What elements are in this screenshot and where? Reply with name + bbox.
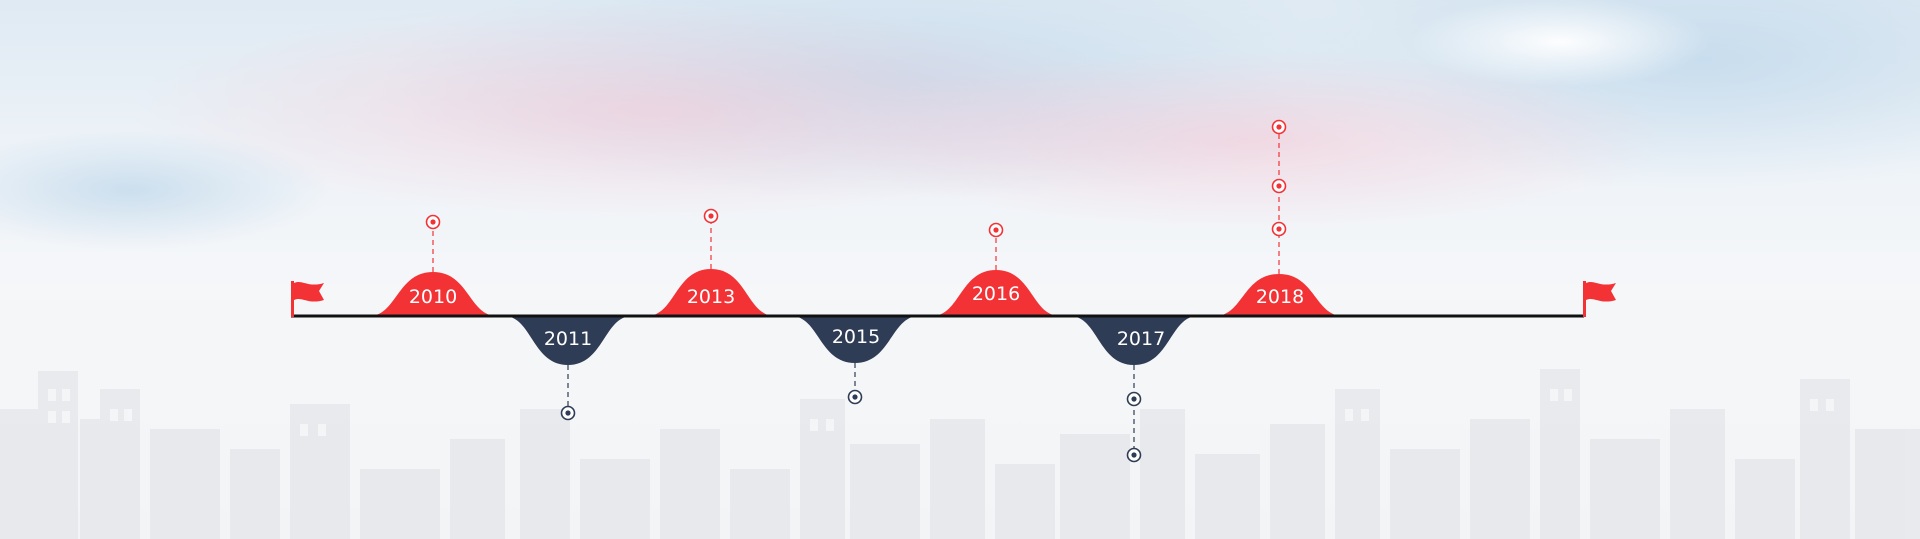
milestone-pin-dot xyxy=(1131,452,1137,458)
milestone-year-2015: 2015 xyxy=(831,326,881,348)
milestone-year-2017: 2017 xyxy=(1116,328,1166,350)
milestone-year-2010: 2010 xyxy=(408,286,458,308)
milestone-year-2018: 2018 xyxy=(1255,286,1305,308)
milestone-pin-dot xyxy=(708,213,714,219)
milestone-wave-2016 xyxy=(932,270,1060,316)
milestone-wave-2015 xyxy=(791,316,919,363)
milestone-pin-dot xyxy=(852,394,858,400)
milestone-pin-dot xyxy=(1276,226,1282,232)
milestone-year-2013: 2013 xyxy=(686,286,736,308)
milestone-pin-dot xyxy=(1131,396,1137,402)
milestone-pin-dot xyxy=(1276,183,1282,189)
milestone-wave-2017 xyxy=(1070,316,1198,365)
milestone-wave-2011 xyxy=(504,316,632,365)
milestone-wave-2018 xyxy=(1215,274,1343,316)
start-flag-icon xyxy=(291,281,324,317)
milestone-pin-dot xyxy=(430,219,436,225)
milestone-pin-dot xyxy=(565,410,571,416)
milestone-pin-dot xyxy=(993,227,999,233)
milestone-year-2016: 2016 xyxy=(971,283,1021,305)
milestone-wave-2013 xyxy=(647,269,775,316)
end-flag-icon xyxy=(1583,281,1616,317)
milestone-wave-2010 xyxy=(369,272,497,316)
milestone-pin-dot xyxy=(1276,124,1282,130)
milestone-year-2011: 2011 xyxy=(543,328,593,350)
